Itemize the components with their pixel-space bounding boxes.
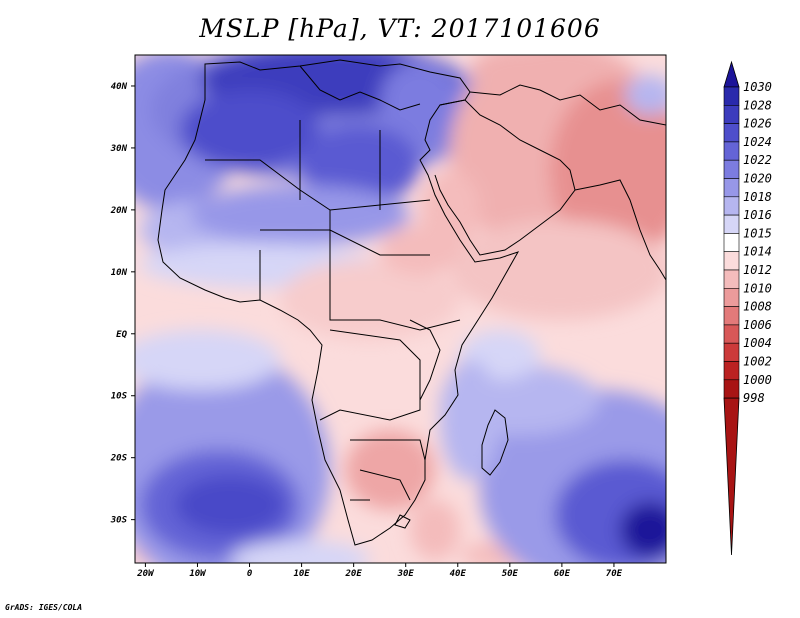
colorbar-bottom-triangle [723,397,740,556]
colorbar-bin [723,123,740,143]
lat-label: 40N [111,82,128,92]
colorbar-bin [723,306,740,326]
lon-label: 20W [136,569,155,579]
colorbar-bin [723,141,740,161]
lon-label: 30E [397,569,415,579]
lon-label: 50E [502,569,519,579]
colorbar-label: 1015 [743,226,772,240]
colorbar-bin [723,86,740,106]
colorbar-bin [723,379,740,399]
lat-label: 20N [110,206,128,216]
mediterranean-coast [299,65,421,111]
colorbar-bin [723,178,740,198]
border-line [409,319,441,401]
lon-label: 10E [293,569,310,579]
colorbar-bin [723,342,740,362]
lon-label: 20E [345,569,363,579]
lat-label: EQ [116,330,127,340]
colorbar-bin [723,105,740,124]
colorbar-label: 1012 [743,263,772,277]
lat-label: 20S [110,454,128,464]
colorbar-bin [723,361,740,381]
colorbar-bin [723,324,740,344]
border-line [260,120,430,260]
india-coast [574,179,666,281]
asia-border [469,84,666,126]
colorbar-label: 1000 [743,373,772,387]
colorbar: 1030 1028 1026 1024 1022 1020 1018 1016 1015 1014… [723,60,772,556]
colorbar-bin [723,269,740,289]
footer-credit: GrADS: IGES/COLA [5,603,83,612]
colorbar-label: 1010 [743,281,772,295]
latitude-axis: 40N 30N 20N 10N EQ 10S 20S 30S [110,82,135,526]
colorbar-bin [723,287,740,307]
chart-title: MSLP [hPa], VT: 2017101606 [199,14,601,43]
coastlines [157,59,666,546]
lon-label: 60E [554,569,571,579]
arabia-coast [434,99,576,256]
colorbar-label: 1008 [743,300,772,314]
colorbar-bin [723,233,740,252]
colorbar-label: 1020 [743,172,772,186]
border-line [205,159,431,211]
border-line [350,439,426,501]
colorbar-bin [723,214,740,234]
lon-label: 0 [247,569,253,579]
colorbar-bin [723,159,740,179]
colorbar-bin [723,251,740,271]
lat-label: 30N [110,144,128,154]
colorbar-label: 1028 [743,98,772,112]
colorbar-label: 1030 [743,80,772,94]
colorbar-label: 1014 [743,245,772,259]
madagascar-coast [481,409,509,476]
lon-label: 40E [450,569,467,579]
border-line [259,250,461,331]
pressure-field [135,55,666,563]
map-frame [134,54,667,564]
colorbar-label: 1026 [743,117,772,131]
colorbar-bin [723,196,740,216]
lat-label: 30S [110,516,128,526]
colorbar-label: 1022 [743,153,772,167]
colorbar-label: 1004 [743,336,772,350]
lon-label: 10W [189,569,207,579]
longitude-axis: 20W 10W 0 10E 20E 30E 40E 50E 60E 70E [136,563,623,579]
lesotho-border [394,514,411,529]
lat-label: 10N [111,268,128,278]
colorbar-label: 1016 [743,208,772,222]
colorbar-label: 1024 [743,135,772,149]
colorbar-label: 1006 [743,318,772,332]
lon-label: 70E [606,569,623,579]
border-line [319,329,421,421]
colorbar-top-triangle [723,60,740,88]
colorbar-label: 1002 [743,355,772,369]
colorbar-label: 1018 [743,190,772,204]
colorbar-label: 998 [743,391,765,405]
lat-label: 10S [111,392,128,402]
